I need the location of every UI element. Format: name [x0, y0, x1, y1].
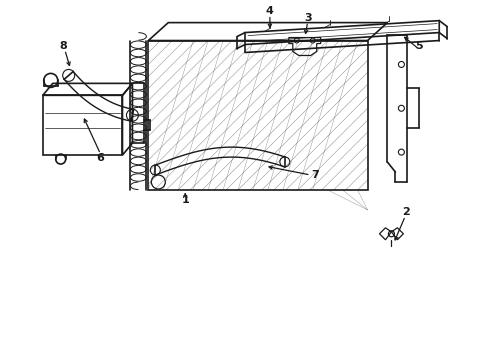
Text: 1: 1 — [181, 195, 189, 205]
Text: 2: 2 — [402, 207, 410, 217]
Text: 5: 5 — [416, 41, 423, 50]
Text: 6: 6 — [97, 153, 104, 163]
Text: 4: 4 — [266, 6, 274, 15]
Text: 8: 8 — [60, 41, 68, 50]
Bar — [43, 95, 122, 155]
Bar — [148, 41, 368, 190]
Text: 7: 7 — [311, 170, 319, 180]
Text: 3: 3 — [304, 13, 312, 23]
